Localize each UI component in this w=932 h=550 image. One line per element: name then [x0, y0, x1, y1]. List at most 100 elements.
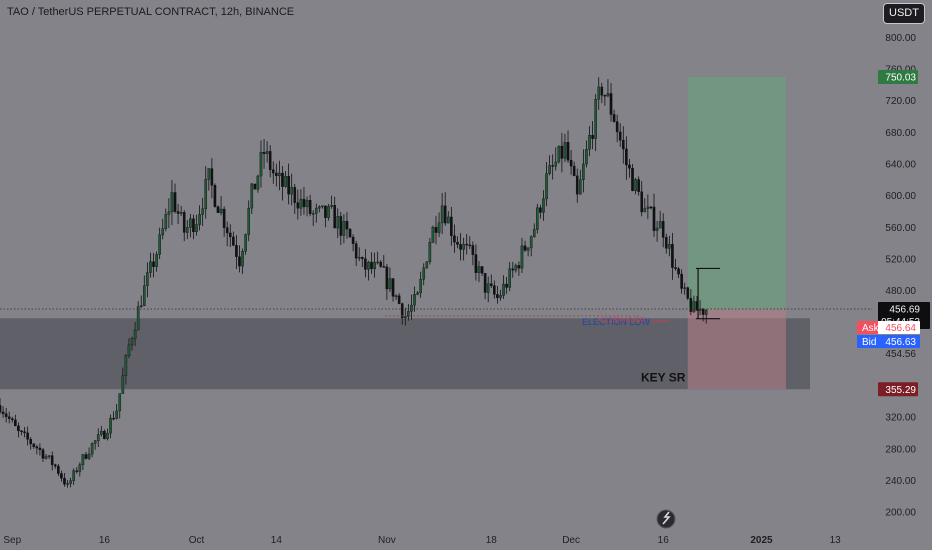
- candle-41: [124, 353, 128, 385]
- candle-82: [250, 182, 254, 214]
- candle-129: [394, 294, 398, 300]
- target-price-label: 750.03: [885, 72, 916, 83]
- candle-19: [57, 463, 60, 477]
- candle-body: [505, 283, 508, 288]
- candle-body: [23, 431, 26, 434]
- x-tick-label: 14: [271, 535, 283, 546]
- candle-body: [658, 221, 662, 229]
- candle-body: [219, 208, 223, 213]
- candle-40: [121, 367, 125, 394]
- candle-body: [554, 161, 558, 167]
- candle-body: [465, 243, 469, 246]
- candle-body: [459, 244, 462, 250]
- candle-body: [471, 245, 475, 255]
- candle-146: [446, 211, 450, 224]
- candle-116: [354, 240, 358, 266]
- candle-188: [575, 168, 579, 203]
- candle-body: [75, 470, 79, 472]
- candle-body: [361, 257, 364, 259]
- candle-176: [539, 204, 542, 219]
- candle-body: [192, 218, 195, 233]
- candle-body: [508, 268, 511, 288]
- candle-133: [407, 303, 410, 321]
- candle-body: [10, 418, 14, 421]
- candle-body: [557, 145, 561, 163]
- candle-body: [149, 261, 152, 273]
- candle-206: [631, 163, 634, 192]
- candle-32: [96, 428, 100, 447]
- candle-208: [637, 176, 640, 196]
- candle-body: [293, 187, 297, 203]
- candle-body: [572, 165, 576, 177]
- candle-66: [201, 197, 204, 227]
- candle-body: [213, 185, 217, 207]
- candle-body: [615, 121, 619, 133]
- candle-164: [502, 275, 505, 299]
- candle-body: [130, 338, 134, 346]
- candle-191: [585, 140, 588, 168]
- candle-body: [333, 205, 336, 229]
- candle-body: [216, 206, 220, 213]
- candle-body: [268, 151, 272, 171]
- candle-body: [683, 287, 687, 289]
- candle-body: [225, 227, 229, 234]
- tradingview-logo-icon[interactable]: [656, 509, 676, 529]
- candle-body: [397, 295, 401, 304]
- candle-body: [20, 430, 23, 433]
- candle-106: [324, 205, 327, 228]
- candle-body: [413, 294, 416, 306]
- candle-147: [450, 206, 453, 246]
- candle-91: [278, 160, 281, 191]
- candle-148: [453, 224, 456, 253]
- candle-123: [376, 251, 379, 265]
- candle-43: [130, 336, 134, 351]
- candle-53: [161, 218, 165, 240]
- candle-body: [81, 454, 85, 466]
- candle-197: [603, 94, 607, 106]
- candle-223: [683, 282, 687, 295]
- candle-body: [477, 266, 481, 273]
- candle-57: [173, 183, 177, 214]
- candle-body: [124, 355, 128, 376]
- candle-body: [674, 267, 677, 269]
- candle-body: [63, 477, 66, 485]
- candle-body: [609, 93, 613, 115]
- candle-6: [17, 422, 20, 438]
- candle-183: [560, 132, 564, 173]
- candle-195: [597, 77, 601, 110]
- candle-22: [66, 479, 69, 488]
- candle-body: [305, 200, 309, 208]
- candle-body: [109, 417, 112, 434]
- position-profit-zone: [687, 76, 787, 310]
- x-tick-label: 16: [99, 535, 111, 546]
- candle-217: [664, 233, 668, 254]
- candle-body: [621, 139, 625, 150]
- candle-body: [47, 455, 51, 457]
- candle-210: [643, 198, 647, 213]
- candle-body: [517, 265, 521, 269]
- candle-51: [155, 251, 158, 272]
- x-tick-label: 18: [486, 535, 498, 546]
- candle-body: [38, 447, 42, 450]
- candle-body: [60, 473, 63, 479]
- candle-body: [686, 287, 690, 299]
- candle-body: [41, 449, 45, 459]
- candle-186: [569, 149, 573, 175]
- candle-body: [671, 244, 674, 268]
- candle-body: [53, 464, 57, 467]
- ask-price-box: [878, 321, 920, 334]
- currency-button[interactable]: USDT: [883, 3, 925, 24]
- candle-body: [232, 236, 235, 246]
- candle-body: [514, 265, 518, 271]
- last-price-label: 456.69: [889, 305, 920, 316]
- candle-body: [87, 453, 91, 459]
- candle-175: [536, 203, 539, 234]
- candle-body: [628, 164, 631, 169]
- candle-body: [72, 470, 75, 481]
- candle-161: [493, 280, 496, 299]
- candle-125: [382, 255, 386, 268]
- y-tick-label: 280.00: [885, 444, 916, 455]
- y-tick-label: 720.00: [885, 96, 916, 107]
- candle-body: [170, 192, 174, 213]
